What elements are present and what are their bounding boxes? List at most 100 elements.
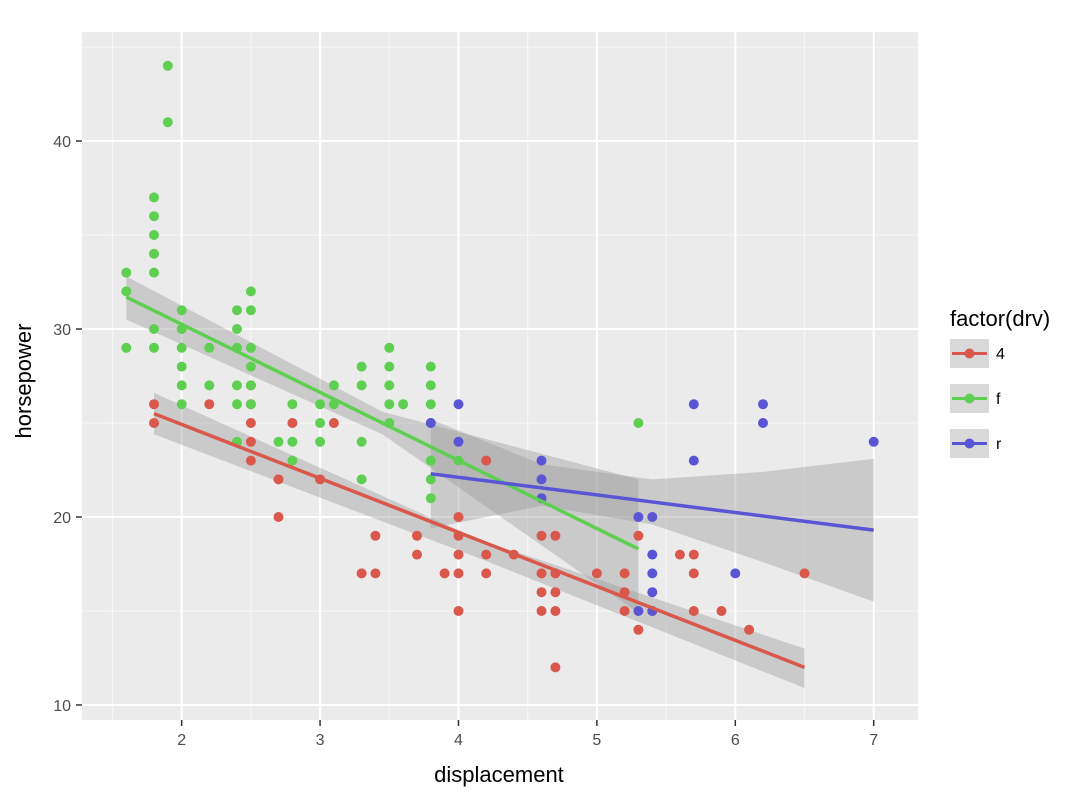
point-4	[688, 568, 699, 579]
point-4	[245, 436, 256, 447]
point-f	[425, 361, 436, 372]
x-tick-label: 6	[731, 732, 740, 749]
y-tick-label: 20	[53, 510, 71, 527]
point-4	[619, 568, 630, 579]
point-4	[481, 549, 492, 560]
point-4	[245, 455, 256, 466]
x-tick-label: 4	[454, 732, 463, 749]
point-f	[149, 267, 159, 278]
point-4	[550, 587, 561, 598]
point-4	[799, 568, 810, 579]
point-4	[550, 662, 561, 673]
point-f	[232, 399, 242, 410]
fit-lines	[125, 295, 874, 669]
point-4	[273, 474, 284, 485]
point-f	[245, 305, 256, 316]
point-4	[149, 399, 159, 410]
point-4	[356, 568, 367, 579]
point-f	[232, 324, 242, 334]
point-f	[121, 342, 132, 353]
point-4	[245, 418, 256, 428]
fit-line-f	[125, 295, 640, 551]
point-f	[356, 380, 367, 391]
point-r	[425, 418, 436, 428]
point-4	[412, 530, 422, 541]
point-f	[287, 455, 298, 466]
point-4	[481, 455, 492, 466]
point-f	[328, 380, 339, 391]
point-4	[453, 606, 464, 616]
legend-title: factor(drv)	[950, 306, 1050, 331]
point-4	[370, 530, 381, 541]
point-4	[328, 418, 339, 428]
point-f	[245, 399, 256, 410]
point-4	[688, 549, 699, 560]
point-f	[204, 380, 215, 391]
point-4	[688, 606, 699, 616]
point-r	[758, 399, 768, 410]
point-f	[384, 342, 395, 353]
point-r	[647, 512, 658, 522]
point-4	[550, 606, 561, 616]
point-4	[481, 568, 492, 579]
point-4	[536, 587, 547, 598]
point-f	[356, 361, 367, 372]
point-f	[356, 474, 367, 485]
y-tick-label: 10	[53, 698, 71, 715]
point-r	[758, 418, 768, 428]
point-r	[688, 399, 699, 410]
point-4	[439, 568, 450, 579]
point-r	[633, 512, 644, 522]
point-4	[633, 530, 644, 541]
y-tick-label: 40	[53, 134, 71, 151]
point-f	[384, 361, 395, 372]
point-f	[287, 436, 298, 447]
legend: factor(drv) 4 f r	[950, 306, 1050, 458]
point-r	[453, 399, 464, 410]
point-r	[453, 436, 464, 447]
x-axis-title: displacement	[434, 762, 564, 787]
point-f	[425, 474, 436, 485]
point-f	[232, 305, 242, 316]
point-4	[412, 549, 422, 560]
point-f	[245, 361, 256, 372]
point-f	[245, 380, 256, 391]
point-f	[315, 399, 326, 410]
point-f	[121, 267, 132, 278]
point-f	[176, 342, 187, 353]
point-r	[868, 436, 879, 447]
y-axis-title: horsepower	[11, 324, 36, 439]
legend-label-4: 4	[996, 346, 1005, 363]
point-4	[149, 418, 159, 428]
point-4	[619, 606, 630, 616]
point-f	[315, 418, 326, 428]
point-f	[176, 361, 187, 372]
point-f	[425, 455, 436, 466]
point-4	[453, 549, 464, 560]
point-f	[149, 248, 159, 259]
fit-line-4	[153, 411, 806, 669]
legend-label-r: r	[996, 436, 1002, 453]
point-f	[633, 418, 644, 428]
point-4	[453, 568, 464, 579]
point-r	[647, 568, 658, 579]
point-r	[647, 549, 658, 560]
point-4	[204, 399, 215, 410]
point-r	[536, 474, 547, 485]
point-f	[398, 399, 409, 410]
point-4	[370, 568, 381, 579]
point-4	[536, 606, 547, 616]
data-points	[121, 60, 879, 673]
point-f	[425, 493, 436, 504]
point-f	[287, 399, 298, 410]
point-4	[633, 624, 644, 635]
point-r	[536, 455, 547, 466]
point-f	[176, 380, 187, 391]
point-4	[716, 606, 727, 616]
x-tick-label: 3	[316, 732, 325, 749]
point-4	[287, 418, 298, 428]
point-f	[176, 399, 187, 410]
point-4	[744, 624, 755, 635]
point-f	[273, 436, 284, 447]
point-f	[149, 342, 159, 353]
